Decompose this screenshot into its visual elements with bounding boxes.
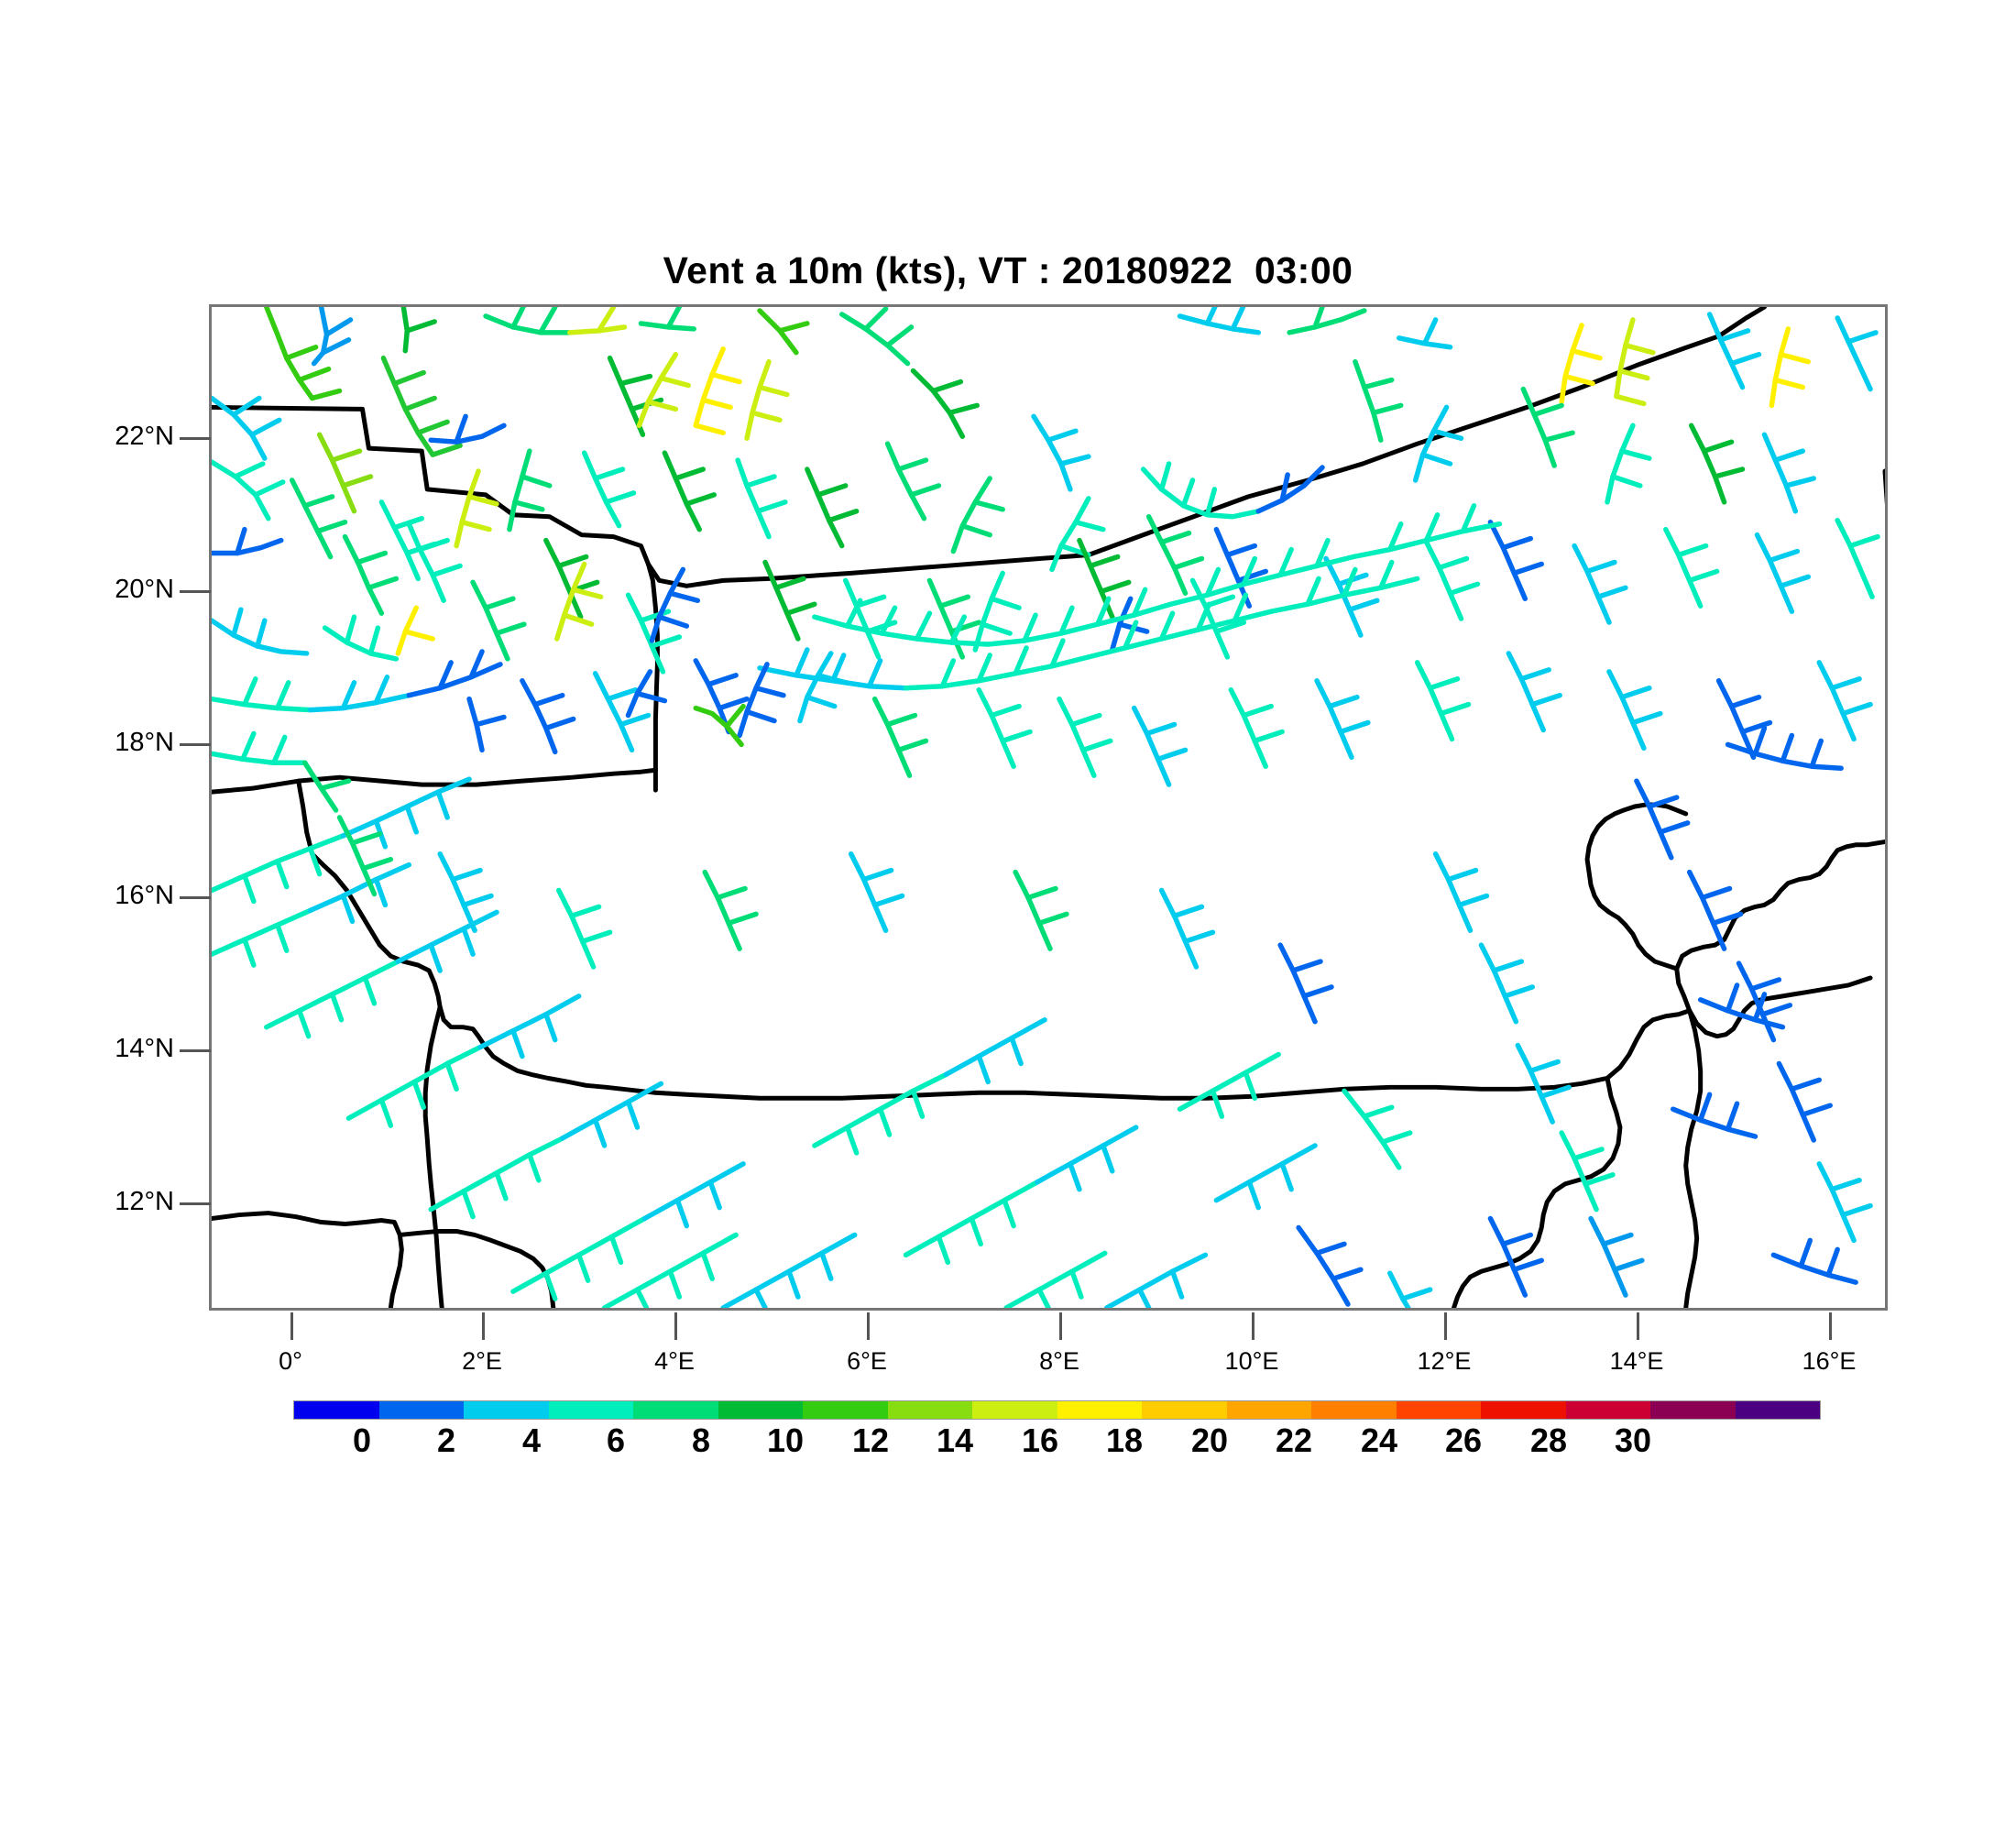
y-axis-label-18n: 18°N: [115, 728, 174, 757]
colorbar-segment: [548, 1401, 633, 1419]
colorbar-tick-26: 26: [1444, 1421, 1483, 1459]
y-axis-label-12n: 12°N: [115, 1187, 174, 1216]
colorbar-segment: [1396, 1401, 1481, 1419]
colorbar-segment: [1226, 1401, 1311, 1419]
colorbar-segment: [1565, 1401, 1650, 1419]
colorbar-segment: [1311, 1401, 1397, 1419]
x-axis-label-10e: 10°E: [1224, 1347, 1279, 1375]
colorbar-tick-24: 24: [1360, 1421, 1398, 1459]
x-tick-mark: [674, 1312, 677, 1340]
x-axis-label-0: 0°: [279, 1347, 302, 1375]
y-tick-mark: [180, 1049, 211, 1052]
x-tick-mark: [1829, 1312, 1832, 1340]
x-tick-mark: [1444, 1312, 1447, 1340]
map-vector-layer: [212, 307, 1885, 1308]
x-tick-mark: [1637, 1312, 1639, 1340]
colorbar-tick-22: 22: [1275, 1421, 1313, 1459]
colorbar-tick-30: 30: [1614, 1421, 1652, 1459]
map-plot-area[interactable]: [209, 304, 1888, 1311]
x-axis-label-16e: 16°E: [1802, 1347, 1857, 1375]
y-tick-mark: [180, 1202, 211, 1205]
colorbar-tick-18: 18: [1105, 1421, 1144, 1459]
colorbar-segment: [803, 1401, 888, 1419]
colorbar-segment: [1735, 1401, 1820, 1419]
colorbar-tick-14: 14: [936, 1421, 974, 1459]
colorbar-tick-20: 20: [1190, 1421, 1229, 1459]
colorbar-segment: [464, 1401, 549, 1419]
colorbar-tick-28: 28: [1529, 1421, 1568, 1459]
y-axis-label-14n: 14°N: [115, 1034, 174, 1063]
y-axis-label-22n: 22°N: [115, 422, 174, 451]
colorbar-segment: [1142, 1401, 1227, 1419]
colorbar-tick-16: 16: [1021, 1421, 1059, 1459]
x-axis-label-14e: 14°E: [1609, 1347, 1664, 1375]
x-axis-label-4e: 4°E: [654, 1347, 695, 1375]
colorbar-tick-0: 0: [352, 1421, 372, 1459]
x-tick-mark: [1059, 1312, 1062, 1340]
colorbar-segment: [718, 1401, 803, 1419]
y-tick-mark: [180, 590, 211, 593]
x-axis-label-12e: 12°E: [1417, 1347, 1472, 1375]
colorbar-segment: [1650, 1401, 1736, 1419]
colorbar-segment: [887, 1401, 972, 1419]
colorbar-segment: [294, 1401, 379, 1419]
y-tick-mark: [180, 743, 211, 746]
colorbar-tick-6: 6: [606, 1421, 626, 1459]
wind-speed-colorbar[interactable]: [293, 1400, 1821, 1420]
colorbar-tick-8: 8: [691, 1421, 711, 1459]
x-axis-label-8e: 8°E: [1039, 1347, 1079, 1375]
x-tick-mark: [290, 1312, 293, 1340]
colorbar-tick-10: 10: [766, 1421, 805, 1459]
country-borders: [212, 307, 1885, 1308]
y-tick-mark: [180, 437, 211, 440]
x-tick-mark: [867, 1312, 870, 1340]
colorbar-segment: [1057, 1401, 1142, 1419]
colorbar-segment: [1481, 1401, 1566, 1419]
x-axis-label-6e: 6°E: [847, 1347, 887, 1375]
x-axis-label-2e: 2°E: [462, 1347, 502, 1375]
colorbar-segment: [972, 1401, 1057, 1419]
colorbar-segment: [378, 1401, 464, 1419]
colorbar-tick-12: 12: [851, 1421, 890, 1459]
y-axis-label-16n: 16°N: [115, 881, 174, 910]
y-tick-mark: [180, 896, 211, 899]
y-axis-label-20n: 20°N: [115, 575, 174, 604]
wind-barbs-layer: [212, 307, 1880, 1308]
colorbar-tick-4: 4: [521, 1421, 542, 1459]
colorbar-segment: [633, 1401, 718, 1419]
page-title: Vent a 10m (kts), VT : 20180922 03:00: [663, 249, 1353, 291]
colorbar-tick-2: 2: [436, 1421, 456, 1459]
x-tick-mark: [1252, 1312, 1255, 1340]
x-tick-mark: [482, 1312, 485, 1340]
